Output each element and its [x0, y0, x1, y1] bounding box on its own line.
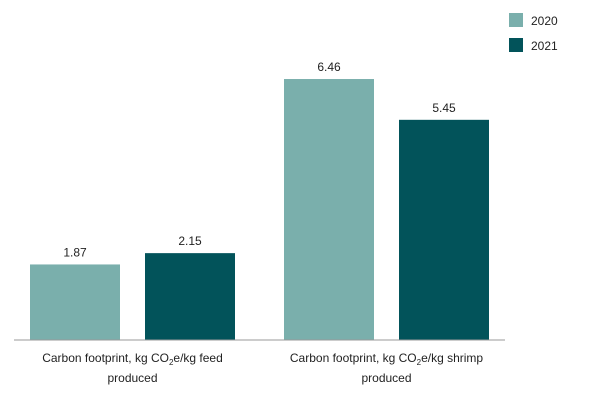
category-label-1-line2: produced: [107, 371, 157, 385]
value-label-2021-category-1: 2.15: [178, 234, 202, 248]
legend-swatch-2021: [509, 38, 523, 52]
value-label-2021-category-2: 5.45: [432, 101, 456, 115]
category-label-2-line1: Carbon footprint, kg CO2e/kg shrimp: [290, 351, 484, 367]
value-label-2020-category-1: 1.87: [63, 245, 87, 259]
bar-2021-category-2: [399, 119, 489, 340]
category-label-2-line2: produced: [361, 371, 411, 385]
category-label-1-line1: Carbon footprint, kg CO2e/kg feed: [42, 351, 223, 367]
legend: 2020 2021: [509, 13, 558, 53]
bar-2020-category-2: [284, 79, 374, 341]
bar-2021-category-1: [145, 253, 235, 340]
legend-label-2021: 2021: [531, 39, 558, 53]
bar-2020-category-1: [30, 264, 120, 340]
value-label-2020-category-2: 6.46: [317, 60, 341, 74]
category-labels: Carbon footprint, kg CO2e/kg feed produce…: [42, 351, 483, 385]
legend-label-2020: 2020: [531, 14, 558, 28]
legend-swatch-2020: [509, 13, 523, 27]
bars: [30, 79, 489, 341]
value-labels: 1.87 6.46 2.15 5.45: [63, 60, 456, 259]
